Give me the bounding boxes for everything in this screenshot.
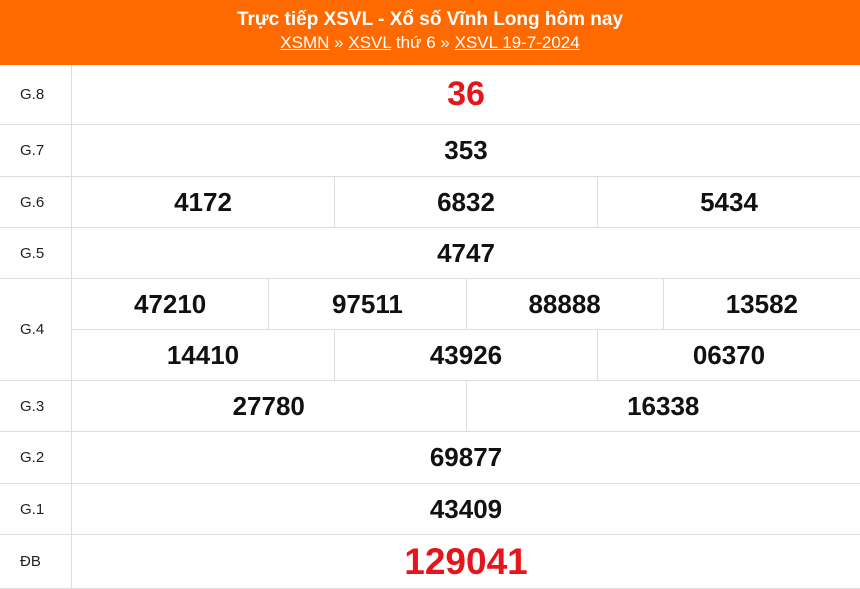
- prize-row: G.1 43409: [0, 484, 860, 535]
- breadcrumb-xsvl-link[interactable]: XSVL: [348, 33, 392, 52]
- prize-number: 16338: [465, 381, 860, 431]
- prize-number: 88888: [465, 279, 663, 329]
- breadcrumb-date-link[interactable]: XSVL 19-7-2024: [454, 33, 580, 52]
- prize-number: 69877: [429, 442, 503, 472]
- prize-number: 353: [444, 135, 488, 165]
- prize-number: 43409: [429, 493, 503, 524]
- prize-label: G.4: [0, 279, 72, 380]
- prize-number: 5434: [597, 177, 860, 227]
- prize-number: 129041: [404, 540, 528, 582]
- prize-label: G.7: [0, 125, 72, 176]
- results-table: G.8 36 G.7 353 G.6 4172 6832 5434 G.5 4747 G.4 4721…: [0, 65, 860, 589]
- breadcrumb-separator: »: [334, 33, 344, 52]
- prize-row: G.2 69877: [0, 432, 860, 484]
- prize-number: 27780: [232, 390, 305, 421]
- breadcrumb: XSMN » XSVL thứ 6 » XSVL 19-7-2024: [0, 32, 860, 54]
- prize-row: G.3 27780 16338: [0, 381, 860, 432]
- prize-number: 6832: [334, 177, 597, 227]
- prize-label: G.8: [0, 65, 72, 124]
- prize-number: 36: [447, 75, 485, 113]
- prize-number: 4747: [437, 237, 495, 268]
- prize-number: 43926: [334, 330, 597, 380]
- prize-number: 06370: [597, 330, 860, 380]
- prize-label: G.6: [0, 177, 72, 227]
- prize-label: G.5: [0, 228, 72, 278]
- prize-row: G.7 353: [0, 125, 860, 177]
- prize-number: 14410: [166, 339, 240, 370]
- breadcrumb-weekday: thứ 6: [395, 33, 436, 52]
- prize-number: 4172: [174, 186, 232, 217]
- prize-row: G.4 47210 97511 88888 13582 14410 43926 06370: [0, 279, 860, 381]
- prize-label: G.2: [0, 432, 72, 483]
- breadcrumb-xsmn-link[interactable]: XSMN: [280, 33, 330, 52]
- prize-number: 97511: [268, 279, 465, 329]
- page-title: Trực tiếp XSVL - Xổ số Vĩnh Long hôm nay: [236, 9, 624, 30]
- prize-row: G.5 4747: [0, 228, 860, 279]
- breadcrumb-separator: »: [440, 33, 450, 52]
- prize-row: G.6 4172 6832 5434: [0, 177, 860, 228]
- prize-label: G.1: [0, 484, 72, 534]
- prize-row: G.8 36: [0, 65, 860, 125]
- prize-label: ĐB: [0, 535, 72, 588]
- page-header: Trực tiếp XSVL - Xổ số Vĩnh Long hôm nay…: [0, 0, 860, 65]
- prize-row: ĐB 129041: [0, 535, 860, 589]
- prize-label: G.3: [0, 381, 72, 431]
- prize-number: 47210: [133, 288, 207, 319]
- prize-number: 13582: [662, 279, 860, 329]
